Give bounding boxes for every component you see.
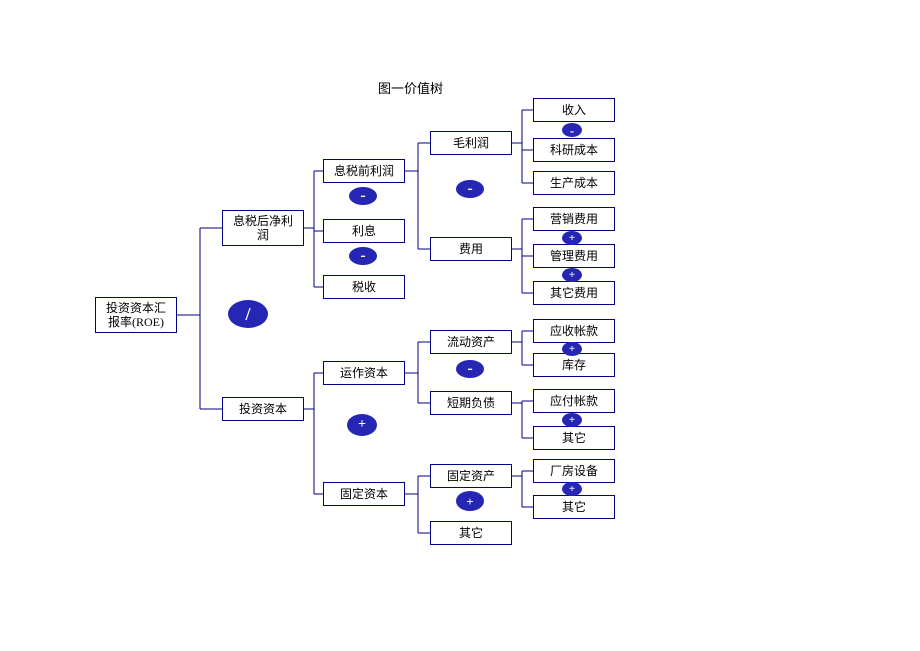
tree-node-n_ebit: 息税前利润 bbox=[323, 159, 405, 183]
tree-node-l_rev: 收入 bbox=[533, 98, 615, 122]
tree-node-l_rd: 科研成本 bbox=[533, 138, 615, 162]
operator-op_p1: + bbox=[347, 414, 377, 436]
operator-op_m2: - bbox=[349, 247, 377, 265]
tree-node-l_plant: 厂房设备 bbox=[533, 459, 615, 483]
operator-op_div: / bbox=[228, 300, 268, 328]
tree-node-n_invcap: 投资资本 bbox=[222, 397, 304, 421]
tree-node-n_oth3: 其它 bbox=[430, 521, 512, 545]
tree-node-l_ar: 应收帐款 bbox=[533, 319, 615, 343]
tree-node-l_prod: 生产成本 bbox=[533, 171, 615, 195]
tree-node-root: 投资资本汇报率(ROE) bbox=[95, 297, 177, 333]
tree-node-l_oth2: 其它 bbox=[533, 495, 615, 519]
tree-node-n_gross: 毛利润 bbox=[430, 131, 512, 155]
tree-node-l_oth1: 其它 bbox=[533, 426, 615, 450]
operator-op_m4: - bbox=[456, 360, 484, 378]
operator-op_p4: + bbox=[562, 268, 582, 282]
operator-op_m5: - bbox=[562, 123, 582, 137]
operator-op_p6: + bbox=[562, 413, 582, 427]
tree-node-n_cur: 流动资产 bbox=[430, 330, 512, 354]
diagram-title: 图一价值树 bbox=[378, 78, 443, 97]
operator-op_p5: + bbox=[562, 342, 582, 356]
operator-op_p7: + bbox=[562, 482, 582, 496]
tree-node-l_ap: 应付帐款 bbox=[533, 389, 615, 413]
tree-node-n_nettax: 息税后净利润 bbox=[222, 210, 304, 246]
operator-op_p3: + bbox=[562, 231, 582, 245]
operator-op_m3: - bbox=[456, 180, 484, 198]
tree-node-n_fa: 固定资产 bbox=[430, 464, 512, 488]
tree-node-n_exp: 费用 bbox=[430, 237, 512, 261]
tree-node-l_othexp: 其它费用 bbox=[533, 281, 615, 305]
tree-node-l_inv: 库存 bbox=[533, 353, 615, 377]
tree-node-n_fcap: 固定资本 bbox=[323, 482, 405, 506]
operator-op_p2: + bbox=[456, 491, 484, 511]
tree-node-n_int: 利息 bbox=[323, 219, 405, 243]
tree-node-l_mkt: 营销费用 bbox=[533, 207, 615, 231]
tree-node-n_tax: 税收 bbox=[323, 275, 405, 299]
tree-node-n_sliab: 短期负债 bbox=[430, 391, 512, 415]
tree-node-l_mgmt: 管理费用 bbox=[533, 244, 615, 268]
tree-node-n_wcap: 运作资本 bbox=[323, 361, 405, 385]
operator-op_m1: - bbox=[349, 187, 377, 205]
